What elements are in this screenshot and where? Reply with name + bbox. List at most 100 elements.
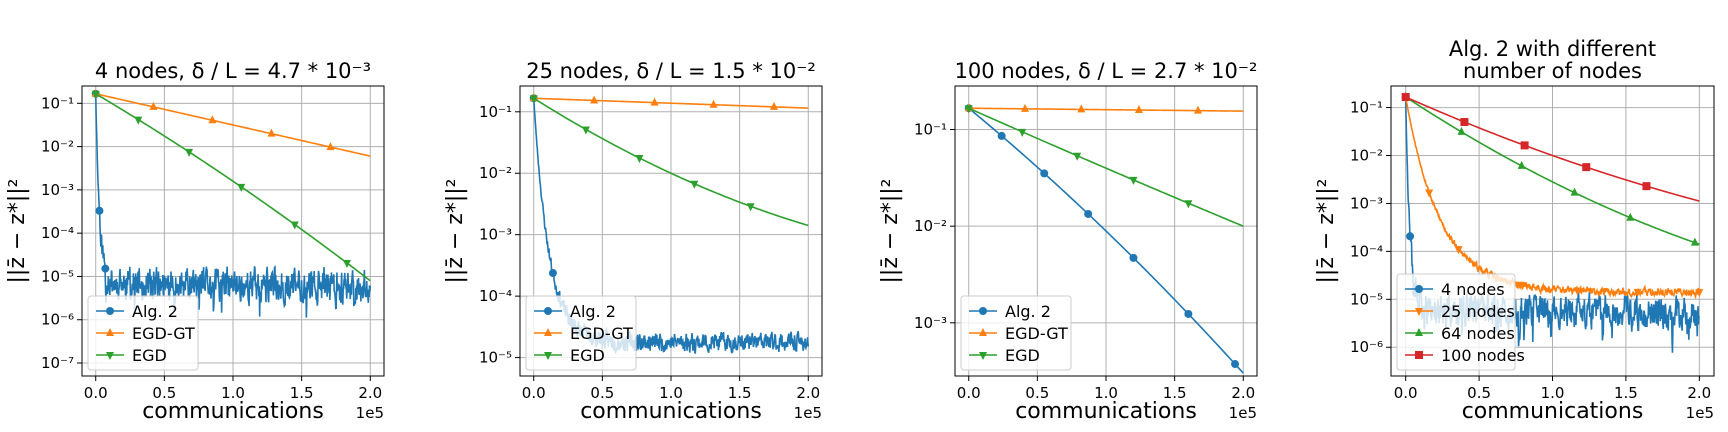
data-point-marker [581,126,590,135]
x-tick-label: 1.0 [659,384,683,402]
data-point-marker [1425,189,1434,198]
data-point-marker [690,180,699,189]
y-axis-label: ||z̄ − z*||² [878,179,903,284]
series-line-alg-2 [94,93,372,318]
legend-label: Alg. 2 [132,302,178,321]
x-tick-label: 0.0 [1394,384,1418,402]
legend-box [87,295,199,371]
data-point-marker [1626,212,1635,221]
data-point-marker [1021,103,1030,112]
data-point-marker [1184,309,1193,318]
x-offset-label: 1e5 [1686,404,1714,422]
data-point-marker [326,142,335,151]
x-axis-label: communications [1015,399,1197,424]
data-point-marker [709,99,718,108]
legend-label: EGD-GT [132,324,195,343]
y-tick-label: 10⁻¹ [41,94,74,112]
x-tick-label: 0.0 [84,384,108,402]
data-point-marker [529,95,538,104]
data-point-marker [769,101,778,110]
data-point-marker [650,97,659,106]
series-line-64-nodes [1405,96,1700,245]
data-point-marker [1077,104,1086,113]
series-line-alg-2 [968,107,1244,374]
x-tick-label: 0.5 [1025,384,1049,402]
series-line-egd-gt [533,97,809,109]
data-point-marker [1516,281,1525,290]
data-point-marker [1642,182,1651,191]
legend-label: Alg. 2 [570,302,616,321]
data-point-marker [1401,93,1410,102]
data-point-marker [548,269,557,278]
data-point-marker [134,116,143,125]
series-line-egd [968,107,1244,227]
series-line-egd [533,97,809,227]
y-tick-label: 10⁻³ [914,314,947,332]
x-axis-label: communications [580,399,762,424]
data-point-marker [590,95,599,104]
x-tick-label: 0.5 [1467,384,1491,402]
y-tick-label: 10⁻³ [1350,194,1383,212]
data-point-marker [964,105,973,114]
legend-box [1396,273,1516,371]
legend-marker [979,328,987,336]
legend-label: 64 nodes [1441,324,1515,343]
data-point-marker [1406,232,1415,241]
x-axis-label: communications [1462,399,1644,424]
y-axis-label: ||z̄ − z*||² [443,179,468,284]
legend-label: 100 nodes [1441,346,1525,365]
plot-area [91,88,372,318]
data-point-marker [1018,128,1027,137]
chart-panel-3: 0.0 0.5 1.0 1.5 2.0 1e5 10⁻¹ 10⁻² 10⁻³ communicat… [878,59,1258,424]
chart-panel-4: 0.0 0.5 1.0 1.5 2.0 1e5 10⁻¹ 10⁻² 10⁻³ 10⁻⁴ 10⁻⁵ 10… [1314,37,1715,424]
data-point-marker [1457,126,1466,135]
data-point-marker [208,115,217,124]
data-point-marker [1129,176,1138,185]
x-tick-label: 1.0 [221,384,245,402]
x-tick-label: 2.0 [796,384,820,402]
x-offset-label: 1e5 [794,404,822,422]
data-point-marker [1193,105,1202,114]
legend-marker [1415,328,1423,336]
y-tick-label: 10⁻¹ [1350,99,1383,117]
legend-marker [544,307,552,315]
legend-marker [106,328,114,336]
y-tick-label: 10⁻² [914,217,947,235]
data-point-marker [290,221,299,230]
legend-label: EGD [1005,346,1040,365]
legend-label: 25 nodes [1441,302,1515,321]
data-point-marker [1695,289,1704,298]
legend-marker [1415,285,1423,293]
chart-title: 100 nodes, δ / L = 2.7 * 10⁻² [955,59,1258,83]
data-point-marker [1520,141,1529,150]
legend-marker [106,352,114,360]
data-point-marker [1582,163,1591,172]
data-point-marker [1517,160,1526,169]
chart-title: 4 nodes, δ / L = 4.7 * 10⁻³ [95,59,371,83]
series-line-25-nodes [1404,96,1701,300]
legend-label: EGD-GT [1005,324,1068,343]
x-offset-label: 1e5 [1229,404,1257,422]
legend-marker [544,352,552,360]
x-axis-label: communications [142,399,324,424]
y-tick-label: 10⁻⁵ [41,267,74,285]
chart-panel-2: 0.0 0.5 1.0 1.5 2.0 1e5 10⁻¹ 10⁻² 10⁻³ 10⁻⁴ 10⁻⁵ co… [443,59,823,424]
data-point-marker [1633,288,1642,297]
x-tick-label: 2.0 [1231,384,1255,402]
chart-title: Alg. 2 with different [1449,37,1656,61]
x-tick-label: 1.0 [1094,384,1118,402]
legend-label: EGD-GT [570,324,633,343]
data-point-marker [635,155,644,164]
y-axis-label: ||z̄ − z*||² [5,179,30,284]
y-tick-label: 10⁻¹ [479,103,512,121]
plot-area [964,103,1244,374]
data-point-marker [746,203,755,212]
y-tick-label: 10⁻³ [41,181,74,199]
y-tick-label: 10⁻¹ [914,121,947,139]
x-tick-label: 2.0 [358,384,382,402]
legend-box [960,295,1072,371]
y-tick-label: 10⁻⁴ [41,224,74,242]
y-tick-label: 10⁻² [479,164,512,182]
data-point-marker [1454,246,1463,255]
